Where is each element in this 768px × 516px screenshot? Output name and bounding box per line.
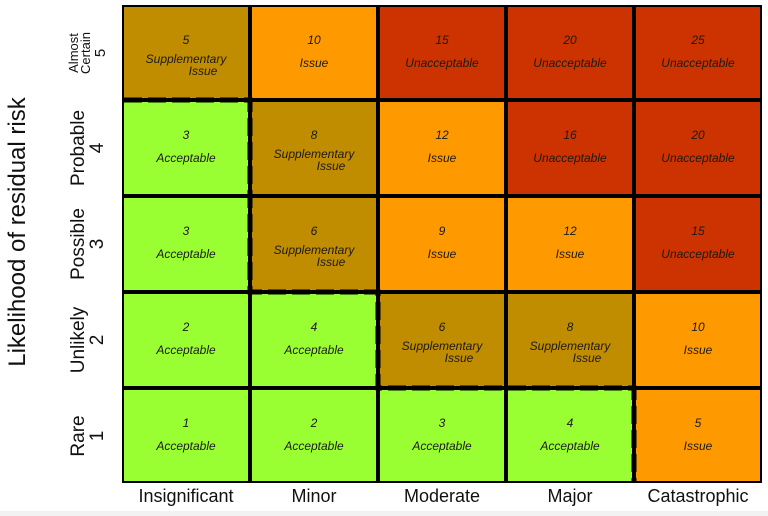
matrix-cell: 8 Supplementary Issue	[506, 292, 634, 388]
cell-score: 4	[566, 416, 574, 430]
cell-score: 4	[310, 320, 318, 334]
matrix-cell: 6 Supplementary Issue	[378, 292, 506, 388]
cell-score: 5	[694, 416, 702, 430]
cell-label: Issue	[683, 343, 713, 357]
cell-score: 15	[435, 33, 449, 47]
cell-score: 12	[563, 224, 577, 238]
cell-score: 16	[563, 128, 577, 142]
matrix-cell: 15 Unacceptable	[378, 5, 506, 100]
cell-label: Acceptable	[412, 439, 472, 453]
cell-score: 6	[310, 224, 318, 238]
cell-score: 1	[182, 416, 190, 430]
cell-score: 3	[182, 224, 190, 238]
matrix-cell: 4 Acceptable	[506, 388, 634, 483]
y-axis-label: Rare 1	[68, 414, 108, 457]
y-axis-title: Likelihood of residual risk	[4, 97, 31, 367]
footer-band	[0, 511, 768, 516]
matrix-cell: 20 Unacceptable	[506, 5, 634, 100]
matrix-cell: 6 Supplementary Issue	[250, 196, 378, 292]
cell-score: 10	[691, 320, 705, 334]
matrix-cell: 3 Acceptable	[378, 388, 506, 483]
cell-label: Acceptable	[156, 247, 216, 261]
cell-label: Supplementary Issue	[145, 52, 227, 78]
cell-score: 9	[438, 224, 446, 238]
cell-label: Unacceptable	[405, 56, 479, 70]
cell-score: 5	[182, 33, 190, 47]
cell-label: Acceptable	[284, 343, 344, 357]
cell-label: Issue	[299, 56, 329, 70]
matrix-cell: 3 Acceptable	[122, 100, 250, 196]
y-axis-label: Probable 4	[68, 109, 108, 187]
cell-label: Acceptable	[156, 439, 216, 453]
cell-label: Issue	[427, 247, 457, 261]
cell-score: 12	[435, 128, 449, 142]
cell-label: Unacceptable	[661, 151, 735, 165]
x-axis-label: Insignificant	[138, 486, 234, 506]
cell-label: Supplementary Issue	[529, 339, 611, 365]
cell-label: Supplementary Issue	[273, 147, 355, 173]
cell-label: Unacceptable	[533, 56, 607, 70]
matrix-cell: 12 Issue	[378, 100, 506, 196]
cell-score: 3	[438, 416, 446, 430]
cell-label: Acceptable	[540, 439, 600, 453]
x-axis-label: Moderate	[403, 486, 481, 506]
y-axis-label: Unlikely 2	[68, 306, 108, 374]
cell-label: Issue	[427, 151, 457, 165]
matrix-cell: 12 Issue	[506, 196, 634, 292]
cell-label: Issue	[555, 247, 585, 261]
matrix-cell: 2 Acceptable	[250, 388, 378, 483]
cell-label: Acceptable	[156, 343, 216, 357]
matrix-cell: 10 Issue	[634, 292, 762, 388]
matrix-cell: 16 Unacceptable	[506, 100, 634, 196]
matrix-cell: 2 Acceptable	[122, 292, 250, 388]
matrix-cell: 1 Acceptable	[122, 388, 250, 483]
x-axis-label: Minor	[291, 486, 337, 506]
cell-label: Supplementary Issue	[273, 243, 355, 269]
matrix-cell: 20 Unacceptable	[634, 100, 762, 196]
cell-label: Unacceptable	[533, 151, 607, 165]
cell-label: Supplementary Issue	[401, 339, 483, 365]
cell-score: 8	[310, 128, 318, 142]
matrix-cell: 10 Issue	[250, 5, 378, 100]
x-axis-label: Major	[547, 486, 593, 506]
matrix-cell: 9 Issue	[378, 196, 506, 292]
cell-score: 8	[566, 320, 574, 334]
cell-label: Acceptable	[284, 439, 344, 453]
matrix-cell: 25 Unacceptable	[634, 5, 762, 100]
risk-matrix-grid: 5 Supplementary Issue 10 Issue 15 Unacceptable…	[122, 5, 762, 483]
matrix-cell: 3 Acceptable	[122, 196, 250, 292]
cell-score: 20	[691, 128, 705, 142]
matrix-cell: 4 Acceptable	[250, 292, 378, 388]
cell-score: 3	[182, 128, 190, 142]
x-axis-label: Catastrophic	[647, 486, 749, 506]
y-axis-label: Possible 3	[68, 208, 108, 280]
cell-label: Issue	[683, 439, 713, 453]
cell-score: 2	[182, 320, 190, 334]
cell-score: 2	[310, 416, 318, 430]
cell-score: 25	[691, 33, 705, 47]
cell-score: 6	[438, 320, 446, 334]
matrix-cell: 8 Supplementary Issue	[250, 100, 378, 196]
cell-score: 10	[307, 33, 321, 47]
matrix-cell: 15 Unacceptable	[634, 196, 762, 292]
cell-label: Unacceptable	[661, 247, 735, 261]
y-axis-label: Almost Certain 5	[66, 31, 109, 74]
cell-label: Acceptable	[156, 151, 216, 165]
cell-score: 20	[563, 33, 577, 47]
cell-score: 15	[691, 224, 705, 238]
matrix-cell: 5 Supplementary Issue	[122, 5, 250, 100]
matrix-cell: 5 Issue	[634, 388, 762, 483]
cell-label: Unacceptable	[661, 56, 735, 70]
